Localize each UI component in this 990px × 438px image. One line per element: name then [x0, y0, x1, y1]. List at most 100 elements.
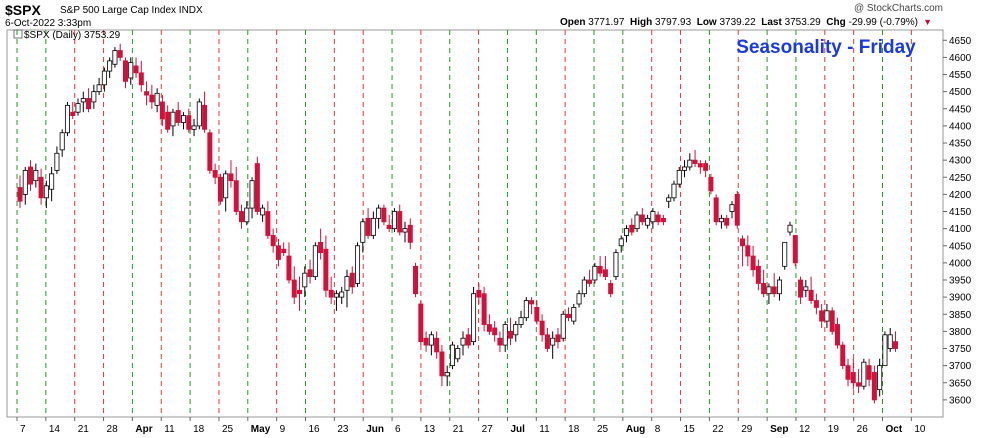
down-candle — [365, 217, 371, 236]
down-candle — [724, 217, 730, 226]
up-candle — [43, 185, 49, 199]
up-candle — [170, 111, 176, 127]
down-candle — [149, 94, 155, 103]
up-candle — [128, 62, 134, 79]
down-candle — [492, 327, 498, 336]
x-tick-label: 18 — [568, 424, 580, 435]
up-candle — [339, 291, 345, 298]
x-tick-label: Jul — [510, 424, 525, 435]
down-candle — [555, 334, 561, 343]
up-candle — [444, 372, 450, 377]
x-tick-label: 9 — [280, 424, 286, 435]
down-candle — [38, 176, 44, 199]
down-candle — [217, 176, 223, 202]
chg-value: -29.99 (-0.79%) — [848, 17, 918, 28]
x-tick-label: 23 — [337, 424, 349, 435]
open-label: Open — [559, 17, 586, 28]
up-candle — [376, 207, 382, 219]
x-tick-label: 13 — [424, 424, 436, 435]
down-candle — [138, 72, 144, 86]
down-candle — [745, 245, 751, 257]
up-candle — [64, 104, 70, 134]
down-candle — [239, 211, 245, 223]
up-candle — [502, 324, 508, 346]
down-candle — [281, 248, 287, 254]
x-tick-label: 27 — [482, 424, 494, 435]
y-tick-label: 4300 — [949, 156, 972, 167]
x-tick-label: Aug — [626, 424, 645, 435]
seasonality-lines — [16, 30, 912, 417]
down-candle — [792, 235, 798, 264]
down-candle — [750, 255, 756, 271]
up-candle — [550, 337, 556, 346]
x-tick-label: 7 — [20, 424, 26, 435]
stockcharts-logo: @ StockCharts.com — [853, 3, 943, 14]
y-tick-label: 4600 — [949, 53, 972, 64]
chart-title: Seasonality - Friday — [736, 37, 916, 58]
legend-label: $SPX (Daily) 3753.29 — [24, 30, 121, 41]
y-tick-label: 3750 — [949, 344, 972, 355]
low-value: 3739.22 — [719, 17, 756, 28]
down-candle — [254, 163, 260, 212]
down-candle — [423, 337, 429, 346]
open-value: 3771.97 — [588, 17, 625, 28]
down-candle — [328, 289, 334, 298]
x-tick-label: 21 — [453, 424, 465, 435]
down-candle — [476, 289, 482, 298]
up-candle — [428, 334, 434, 346]
up-candle — [676, 170, 682, 185]
y-tick-label: 3850 — [949, 310, 972, 321]
down-candle — [534, 307, 540, 322]
down-candle — [761, 283, 767, 295]
high-label: High — [630, 17, 653, 28]
x-tick-label: 6 — [395, 424, 401, 435]
up-candle — [191, 125, 197, 130]
down-candle — [397, 211, 403, 233]
down-candle — [840, 344, 846, 367]
up-candle — [402, 228, 408, 233]
x-tick-label: 11 — [539, 424, 550, 435]
down-candle — [465, 334, 471, 346]
down-candle — [70, 111, 76, 117]
x-tick-label: 21 — [78, 424, 90, 435]
up-candle — [650, 211, 656, 223]
x-tick-label: 12 — [799, 424, 811, 435]
y-tick-label: 4050 — [949, 241, 972, 252]
up-candle — [523, 300, 529, 319]
x-tick-label: Sep — [770, 424, 788, 435]
down-candle — [381, 207, 387, 223]
up-candle — [59, 132, 65, 151]
down-candle — [28, 166, 34, 185]
down-candle — [565, 313, 571, 319]
x-tick-label: 22 — [712, 424, 724, 435]
down-candle — [660, 217, 666, 223]
down-candle — [829, 310, 835, 332]
x-tick-label: 25 — [222, 424, 234, 435]
plot-frame — [6, 29, 944, 418]
down-candle — [639, 214, 645, 223]
up-candle — [75, 103, 81, 113]
down-candle — [407, 224, 413, 243]
up-candle — [624, 228, 630, 236]
ohlc-readout: Open 3771.97 High 3797.93 Low 3739.22 La… — [560, 17, 918, 28]
up-candle — [370, 217, 376, 236]
up-candle — [22, 170, 28, 195]
x-tick-label: Apr — [135, 424, 152, 435]
down-candle — [318, 241, 324, 254]
down-candle — [133, 65, 139, 74]
x-tick-label: 29 — [741, 424, 753, 435]
up-candle — [729, 204, 735, 212]
up-candle — [196, 101, 202, 127]
y-tick-label: 4100 — [949, 224, 972, 235]
y-tick-label: 3950 — [949, 276, 972, 287]
up-candle — [112, 50, 118, 65]
up-candle — [787, 224, 793, 233]
down-candle — [439, 351, 445, 377]
down-candle — [202, 104, 208, 130]
up-candle — [96, 84, 102, 93]
up-candle — [776, 279, 782, 295]
y-tick-label: 4350 — [949, 139, 972, 150]
down-candle — [270, 235, 276, 247]
legend: $SPX (Daily) 3753.29 — [13, 29, 121, 41]
down-candle — [771, 286, 777, 295]
